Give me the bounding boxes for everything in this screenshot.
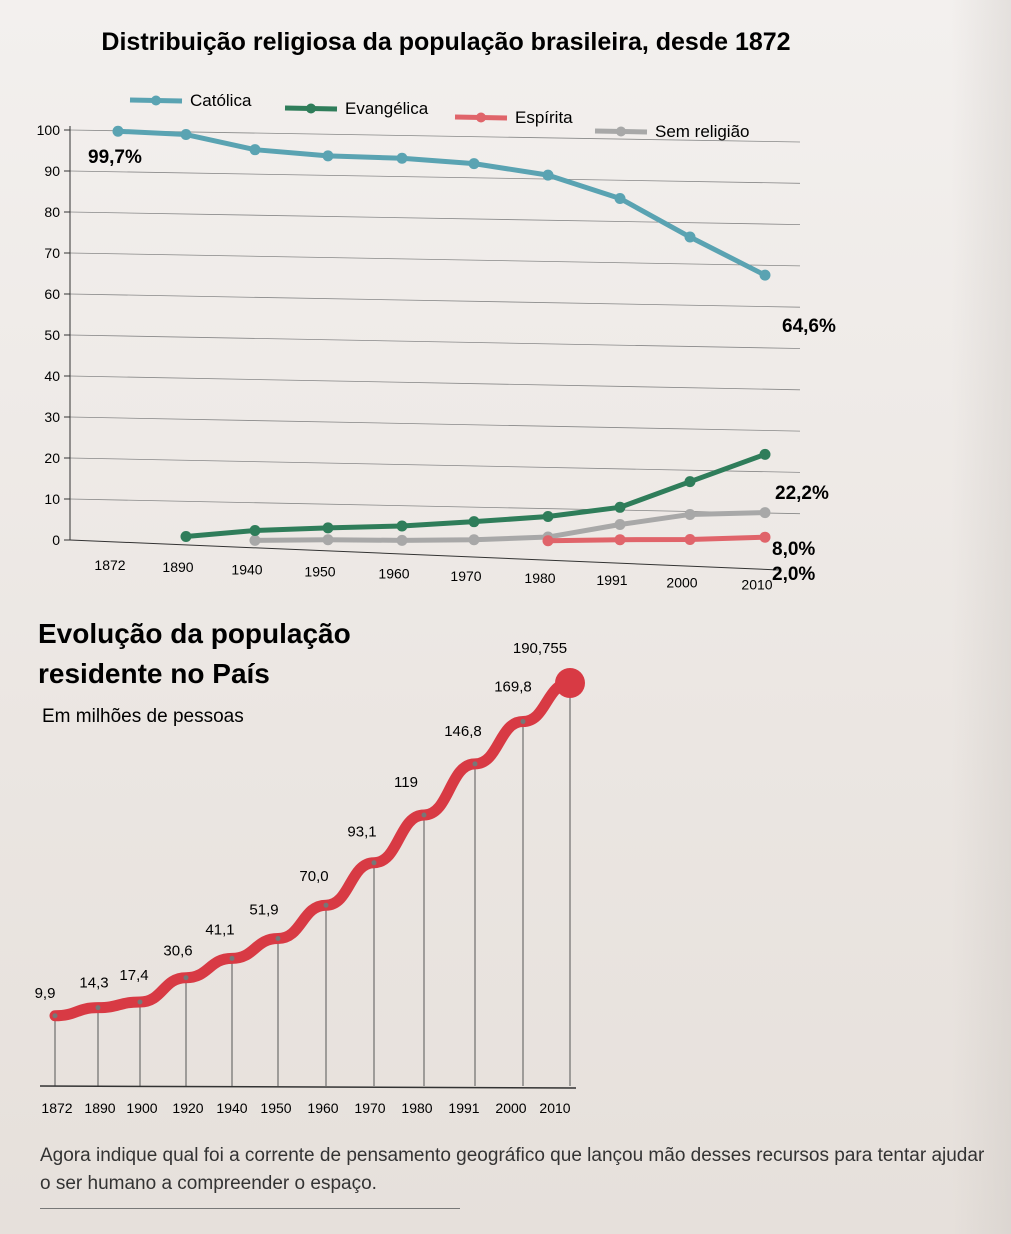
legend-marker [616, 126, 626, 137]
legend-marker [151, 95, 161, 106]
religion-chart-annotations: 99,7% 64,6% 22,2% 8,0% 2,0% [88, 147, 836, 585]
legend-label: Sem religião [655, 122, 750, 141]
grid-line [69, 129, 801, 143]
data-point [249, 525, 261, 537]
y-tick-label: 60 [44, 286, 60, 302]
y-tick-label: 40 [44, 368, 60, 384]
y-tick-label: 80 [44, 204, 60, 220]
y-tick-label: 100 [37, 122, 61, 138]
data-point [112, 125, 124, 137]
x-tick-label: 1950 [304, 563, 335, 579]
label-espirita-end: 2,0% [772, 564, 815, 585]
y-tick-label: 70 [44, 245, 60, 261]
legend-marker [306, 103, 316, 114]
data-point [614, 534, 626, 546]
label-evangelica-end: 22,2% [775, 483, 829, 504]
x-axis-line [69, 539, 781, 571]
data-point [249, 534, 261, 546]
data-point [759, 531, 771, 543]
legend-marker [476, 112, 486, 123]
y-tick-label: 20 [44, 450, 60, 466]
x-tick-label: 2000 [666, 574, 697, 590]
data-point [396, 520, 408, 532]
y-tick-label: 0 [52, 532, 60, 548]
data-point [542, 169, 554, 181]
y-tick-label: 30 [44, 409, 60, 425]
series-line-Católica [117, 128, 767, 278]
data-point [684, 231, 696, 243]
religion-chart-series [112, 125, 771, 547]
page-curl-shadow [951, 0, 1011, 1234]
x-tick-label: 1980 [524, 570, 555, 586]
data-point [759, 269, 771, 281]
legend-item: Evangélica [284, 99, 429, 118]
legend-label: Evangélica [345, 99, 429, 118]
y-tick-label: 90 [44, 163, 60, 179]
data-point [759, 448, 771, 460]
x-tick-label: 1991 [596, 572, 627, 588]
series-line-Sem religião [254, 510, 766, 543]
legend-item: Católica [129, 91, 252, 110]
data-point [542, 535, 554, 547]
grid-line [69, 170, 801, 184]
grid-line [69, 498, 801, 515]
grid-line [69, 375, 801, 391]
x-tick-label: 1970 [450, 568, 481, 584]
data-point [684, 508, 696, 520]
x-tick-label: 1960 [378, 566, 409, 582]
data-point [322, 522, 334, 534]
answer-line [40, 1208, 460, 1209]
label-sem-religiao-end: 8,0% [772, 539, 815, 560]
x-tick-label: 1940 [231, 561, 262, 577]
data-point [684, 533, 696, 545]
religion-chart-grid [69, 129, 801, 515]
data-point [614, 519, 626, 531]
legend-label: Católica [190, 91, 252, 110]
x-tick-label: 1872 [94, 557, 125, 573]
religion-chart-y-axis: 0 10 20 30 40 50 60 70 80 90 100 [37, 122, 71, 548]
exercise-question: Agora indique qual foi a corrente de pen… [40, 1145, 985, 1194]
religion-chart-legend: Católica Evangélica Espírita Sem religião [129, 91, 750, 141]
data-point [396, 152, 408, 164]
legend-item: Espírita [454, 108, 573, 127]
y-tick-label: 10 [44, 491, 60, 507]
grid-line [69, 457, 801, 473]
series-line-Espírita [547, 534, 766, 544]
label-catolica-end: 64,6% [782, 316, 836, 337]
y-tick-label: 50 [44, 327, 60, 343]
religion-chart: Distribuição religiosa da população bras… [37, 28, 836, 592]
religion-chart-x-axis: 1872 1890 1940 1950 1960 1970 1980 1991 2000 2010 [69, 539, 781, 592]
grid-line [69, 211, 801, 225]
grid-line [69, 416, 801, 432]
label-catolica-start: 99,7% [88, 147, 142, 168]
data-point [542, 511, 554, 523]
x-tick-label: 2010 [741, 576, 772, 592]
data-point [759, 507, 771, 519]
data-point [468, 516, 480, 528]
legend-item: Sem religião [594, 122, 750, 141]
data-point [322, 534, 334, 546]
legend-label: Espírita [515, 108, 573, 127]
x-tick-label: 1890 [162, 559, 193, 575]
data-point [249, 144, 261, 156]
data-point [468, 534, 480, 546]
grid-line [69, 334, 801, 349]
grid-line [69, 293, 801, 308]
data-point [614, 192, 626, 204]
grid-line [69, 252, 801, 267]
data-point [468, 158, 480, 170]
data-point [614, 501, 626, 513]
data-point [180, 129, 192, 141]
religion-chart-title: Distribuição religiosa da população bras… [101, 28, 790, 56]
data-point [322, 150, 334, 162]
data-point [180, 531, 192, 542]
data-point [684, 476, 696, 488]
data-point [396, 534, 408, 546]
